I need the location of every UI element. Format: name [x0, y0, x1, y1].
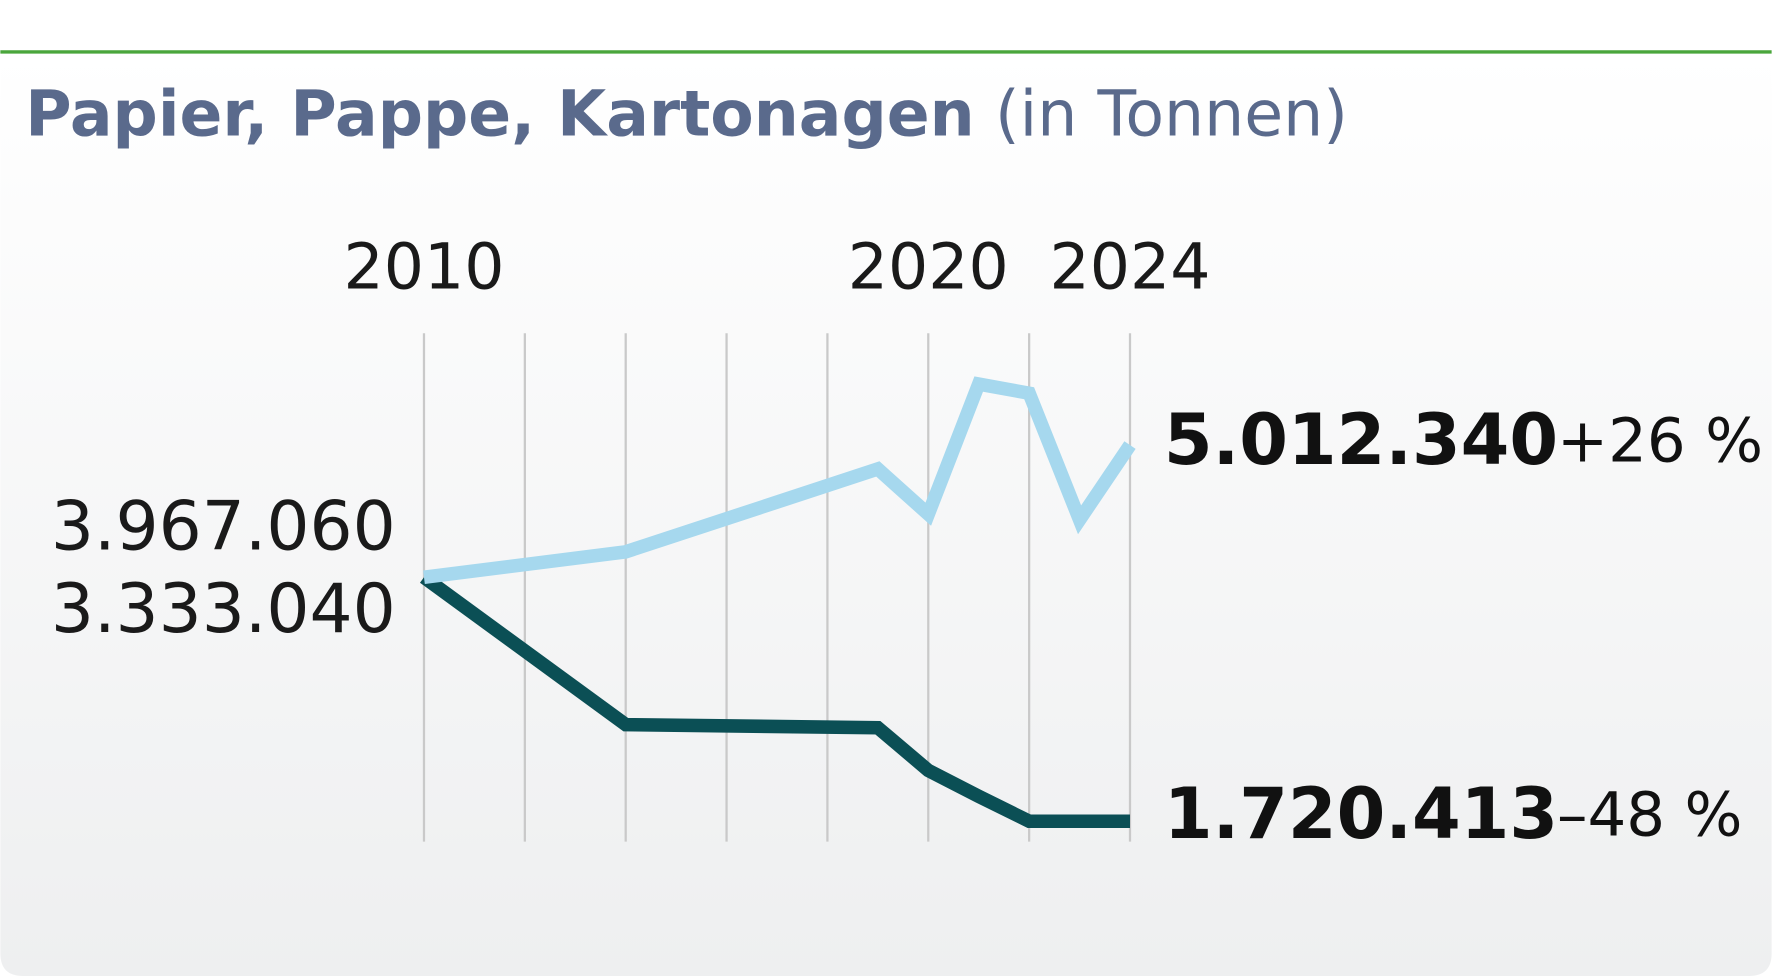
start-label: 3.333.040	[51, 569, 396, 648]
change-label: –48 %	[1557, 780, 1742, 851]
plot: 2010 2020 2024 3.967.060 5.012.340+26 % 3.333…	[51, 230, 1763, 855]
change-label: +26 %	[1557, 406, 1763, 477]
x-tick-label: 2020	[848, 230, 1009, 304]
chart-subtitle: (in Tonnen)	[995, 76, 1348, 150]
chart-heading: Papier, Pappe, Kartonagen (in Tonnen)	[25, 76, 1348, 150]
panel	[0, 51, 1772, 976]
end-label: 1.720.413	[1164, 773, 1558, 855]
chart-title: Papier, Pappe, Kartonagen	[25, 76, 974, 150]
series-line	[419, 571, 1130, 829]
x-tick-label: 2024	[1050, 230, 1211, 304]
x-tick-label: 2010	[343, 230, 504, 304]
series-line	[423, 376, 1136, 584]
end-label: 5.012.340	[1164, 399, 1558, 481]
start-label: 3.967.060	[51, 486, 396, 565]
